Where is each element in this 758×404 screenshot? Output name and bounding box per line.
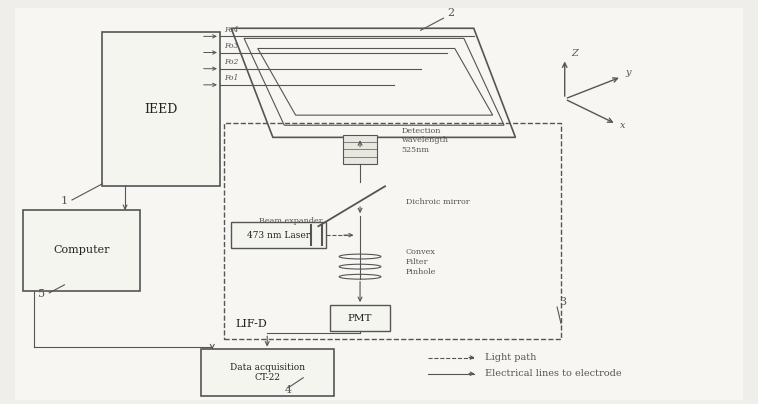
Text: Fo3: Fo3 [224,42,238,50]
Text: Computer: Computer [53,246,110,255]
Text: x: x [620,122,625,130]
Text: Convex: Convex [406,248,435,256]
Text: Data acquisition
CT-22: Data acquisition CT-22 [230,363,305,383]
Text: Fo4: Fo4 [224,25,238,34]
Text: 473 nm Laser: 473 nm Laser [247,231,310,240]
Text: 5: 5 [38,289,45,299]
Text: Beam expander: Beam expander [258,217,322,225]
Text: y: y [625,68,631,77]
Bar [224,123,561,339]
Bar [343,135,377,164]
Text: 4: 4 [284,385,291,395]
Text: 2: 2 [447,8,454,18]
Text: Dichroic mirror: Dichroic mirror [406,198,469,206]
Text: PMT: PMT [348,314,372,323]
Text: Filter: Filter [406,258,428,266]
Bar [23,210,140,291]
Bar [330,305,390,331]
Text: Light path: Light path [485,353,537,362]
Text: Fo2: Fo2 [224,58,238,66]
Text: IEED: IEED [144,103,178,116]
Text: Fo1: Fo1 [224,74,238,82]
Text: 1: 1 [61,196,67,206]
Text: Pinhole: Pinhole [406,268,436,276]
Bar [102,32,220,186]
Text: Z: Z [571,49,578,58]
Bar [201,349,334,396]
Text: Electrical lines to electrode: Electrical lines to electrode [485,369,622,378]
Bar [231,222,326,248]
Text: LIF-D: LIF-D [235,319,267,329]
Text: Detection
wavelength
525nm: Detection wavelength 525nm [402,127,449,154]
Text: 3: 3 [559,297,566,307]
